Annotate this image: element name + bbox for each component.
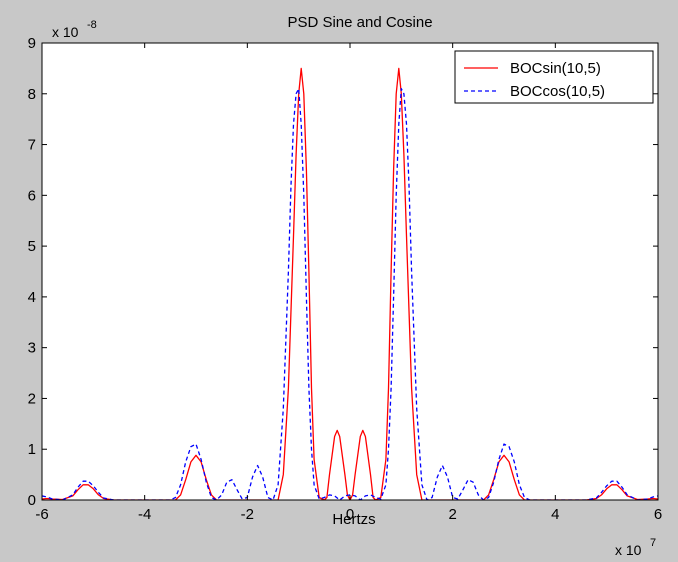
x-tick-label: 6 <box>654 506 662 523</box>
x-exponent-base: x 10 <box>615 542 642 558</box>
x-exponent-label: x 10 7 <box>615 537 656 558</box>
y-tick-label: 6 <box>28 187 36 204</box>
series-line-boccos <box>42 88 658 500</box>
y-tick-label: 2 <box>28 390 36 407</box>
x-exponent-power: 7 <box>650 537 656 549</box>
x-tick-label: 4 <box>551 506 559 523</box>
x-tick-label: -2 <box>241 506 254 523</box>
y-exponent-label: x 10 -8 <box>52 19 97 40</box>
plot-area <box>42 43 658 500</box>
legend: BOCsin(10,5) BOCcos(10,5) <box>454 50 654 104</box>
legend-label-boccos: BOCcos(10,5) <box>510 83 605 100</box>
x-tick-label: -6 <box>35 506 48 523</box>
y-tick-label: 3 <box>28 340 36 357</box>
x-axis-label: Hertzs <box>332 511 375 528</box>
series-layer <box>42 67 658 500</box>
chart-title: PSD Sine and Cosine <box>287 14 432 31</box>
x-tick-label: 2 <box>448 506 456 523</box>
y-tick-label: 7 <box>28 137 36 154</box>
legend-label-bocsin: BOCsin(10,5) <box>510 60 601 77</box>
x-tick-label: -4 <box>138 506 151 523</box>
y-exponent-power: -8 <box>87 19 97 31</box>
y-tick-label: 0 <box>28 492 36 509</box>
y-tick-label: 8 <box>28 86 36 103</box>
y-tick-label: 5 <box>28 238 36 255</box>
y-tick-label: 1 <box>28 441 36 458</box>
series-line-bocsin <box>42 67 658 500</box>
y-exponent-base: x 10 <box>52 24 79 40</box>
legend-box <box>454 50 654 104</box>
y-tick-label: 9 <box>28 35 36 52</box>
tick-layer: -6 -4 -2 0 2 4 6 0 1 2 3 4 5 6 7 8 9 <box>28 35 663 523</box>
y-tick-label: 4 <box>28 289 36 306</box>
x-tick-label: 0 <box>346 506 354 523</box>
